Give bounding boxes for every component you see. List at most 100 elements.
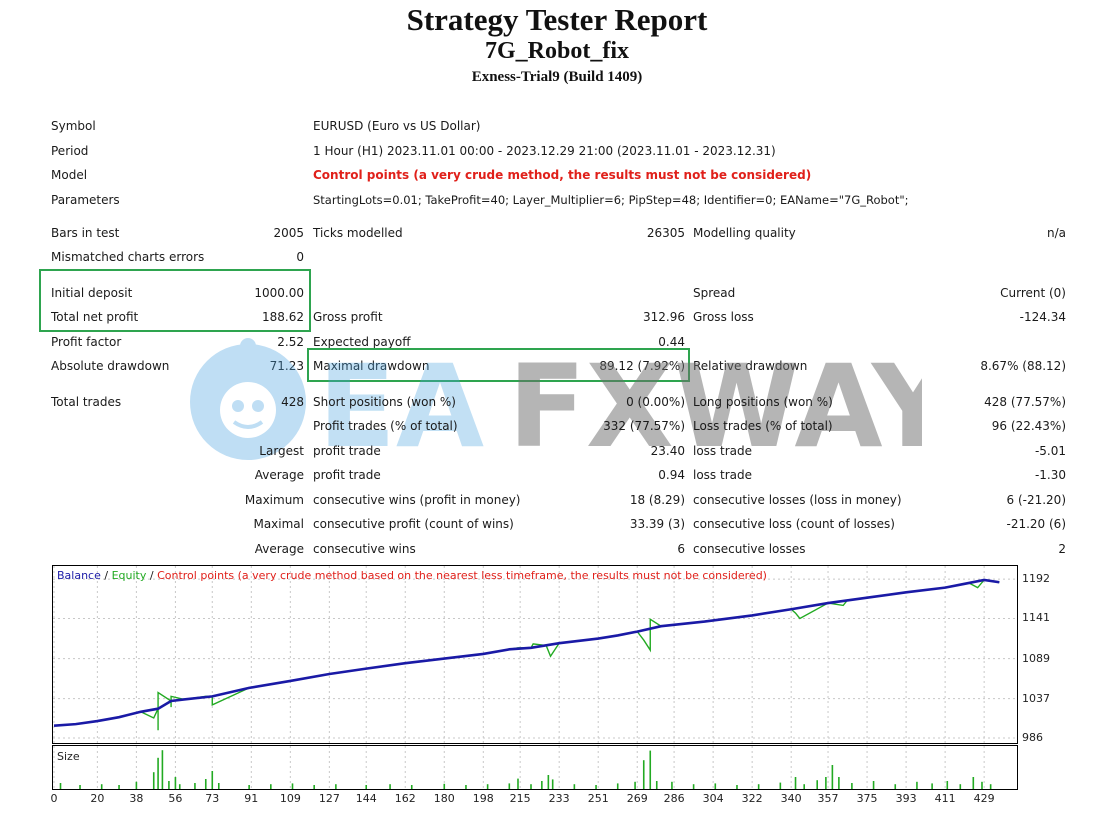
y-tick-label: 1089 [1022, 651, 1050, 665]
x-tick-label: 286 [663, 792, 685, 805]
legend-sep-1: / [100, 569, 112, 582]
ticks-label: Ticks modelled [313, 226, 403, 240]
netprofit-value: 188.62 [262, 310, 304, 324]
trades-value: 428 [281, 395, 304, 409]
grossprofit-value: 312.96 [643, 310, 685, 324]
maximal-profit-label: consecutive profit (count of wins) [313, 517, 514, 531]
chart-frame [52, 565, 1018, 744]
largest-loss-label: loss trade [693, 444, 752, 458]
long-value: 428 (77.57%) [984, 395, 1066, 409]
y-tick-label: 1037 [1022, 691, 1050, 705]
ltrades-label: Loss trades (% of total) [693, 419, 833, 433]
ltrades-value: 96 (22.43%) [991, 419, 1066, 433]
report-title: Strategy Tester Report [406, 2, 708, 37]
balance-chart [52, 565, 1018, 744]
mismatch-label: Mismatched charts errors [51, 250, 205, 264]
model-value: Control points (a very crude method, the… [313, 168, 812, 182]
maxdd-label: Maximal drawdown [313, 359, 430, 373]
x-tick-label: 144 [355, 792, 377, 805]
avg-consec-losses-value: 2 [1058, 542, 1066, 556]
reldd-value: 8.67% (88.12) [980, 359, 1066, 373]
size-label: Size [57, 750, 80, 763]
bars-label: Bars in test [51, 226, 120, 240]
netprofit-label: Total net profit [51, 310, 139, 324]
profitfactor-label: Profit factor [51, 335, 122, 349]
equity-line [53, 579, 1000, 731]
spread-value: Current (0) [1000, 286, 1066, 300]
x-tick-label: 304 [702, 792, 724, 805]
avg-consec-losses-label: consecutive losses [693, 542, 806, 556]
chart-grid [53, 566, 1017, 743]
legend-equity: Equity [111, 569, 147, 582]
x-tick-label: 127 [318, 792, 340, 805]
trades-label: Total trades [51, 395, 122, 409]
balance-line [53, 578, 1000, 727]
long-label: Long positions (won %) [693, 395, 833, 409]
size-frame [52, 745, 1018, 790]
max-wins-value: 18 (8.29) [629, 493, 685, 507]
legend-model: Control points (a very crude method base… [157, 569, 767, 582]
expert-name: 7G_Robot_fix [485, 38, 629, 64]
model-label: Model [51, 168, 88, 182]
x-tick-label: 0 [50, 792, 58, 805]
ticks-value: 26305 [646, 226, 685, 240]
x-tick-label: 73 [205, 792, 220, 805]
symbol-label: Symbol [51, 119, 96, 133]
avg-consec-wins-value: 6 [677, 542, 685, 556]
x-tick-label: 91 [244, 792, 259, 805]
x-tick-label: 180 [433, 792, 455, 805]
period-value: 1 Hour (H1) 2023.11.01 00:00 - 2023.12.2… [313, 144, 776, 158]
payoff-value: 0.44 [658, 335, 685, 349]
largest-profit-label: profit trade [313, 444, 381, 458]
average2-label: Average [254, 542, 304, 556]
deposit-label: Initial deposit [51, 286, 133, 300]
maxdd-value: 89.12 (7.92%) [599, 359, 685, 373]
average-profit-value: 0.94 [658, 468, 685, 482]
largest-label: Largest [259, 444, 304, 458]
grossloss-value: -124.34 [1019, 310, 1066, 324]
reldd-label: Relative drawdown [693, 359, 808, 373]
max-losses-label: consecutive losses (loss in money) [693, 493, 902, 507]
x-tick-label: 233 [548, 792, 570, 805]
maximal-label: Maximal [253, 517, 304, 531]
average-label: Average [254, 468, 304, 482]
x-tick-label: 251 [587, 792, 609, 805]
max-losses-value: 6 (-21.20) [1006, 493, 1067, 507]
avg-consec-wins-label: consecutive wins [313, 542, 416, 556]
x-tick-label: 20 [90, 792, 105, 805]
ptrades-label: Profit trades (% of total) [313, 419, 458, 433]
profitfactor-value: 2.52 [277, 335, 304, 349]
x-tick-label: 198 [472, 792, 494, 805]
x-tick-label: 340 [780, 792, 802, 805]
grossprofit-label: Gross profit [313, 310, 383, 324]
x-tick-label: 109 [279, 792, 301, 805]
short-value: 0 (0.00%) [626, 395, 685, 409]
average-loss-value: -1.30 [1034, 468, 1066, 482]
largest-loss-value: -5.01 [1034, 444, 1066, 458]
average-loss-label: loss trade [693, 468, 752, 482]
x-tick-label: 162 [394, 792, 416, 805]
ptrades-value: 332 (77.57%) [603, 419, 685, 433]
quality-label: Modelling quality [693, 226, 796, 240]
parameters-value: StartingLots=0.01; TakeProfit=40; Layer_… [313, 193, 909, 207]
size-chart [52, 745, 1018, 790]
deposit-value: 1000.00 [254, 286, 304, 300]
bars-value: 2005 [273, 226, 304, 240]
parameters-label: Parameters [51, 193, 120, 207]
x-tick-label: 322 [741, 792, 763, 805]
y-tick-label: 986 [1022, 731, 1043, 744]
x-tick-label: 375 [856, 792, 878, 805]
x-tick-label: 215 [509, 792, 531, 805]
maxdd-highlight-box [307, 348, 690, 382]
absdd-label: Absolute drawdown [51, 359, 170, 373]
maximal-loss-value: -21.20 (6) [1006, 517, 1067, 531]
payoff-label: Expected payoff [313, 335, 411, 349]
x-tick-label: 269 [626, 792, 648, 805]
y-tick-label: 1141 [1022, 611, 1050, 625]
legend-balance: Balance [57, 569, 101, 582]
max-wins-label: consecutive wins (profit in money) [313, 493, 521, 507]
grossloss-label: Gross loss [693, 310, 754, 324]
server-build: Exness-Trial9 (Build 1409) [471, 69, 643, 85]
period-label: Period [51, 144, 89, 158]
x-tick-label: 38 [129, 792, 144, 805]
